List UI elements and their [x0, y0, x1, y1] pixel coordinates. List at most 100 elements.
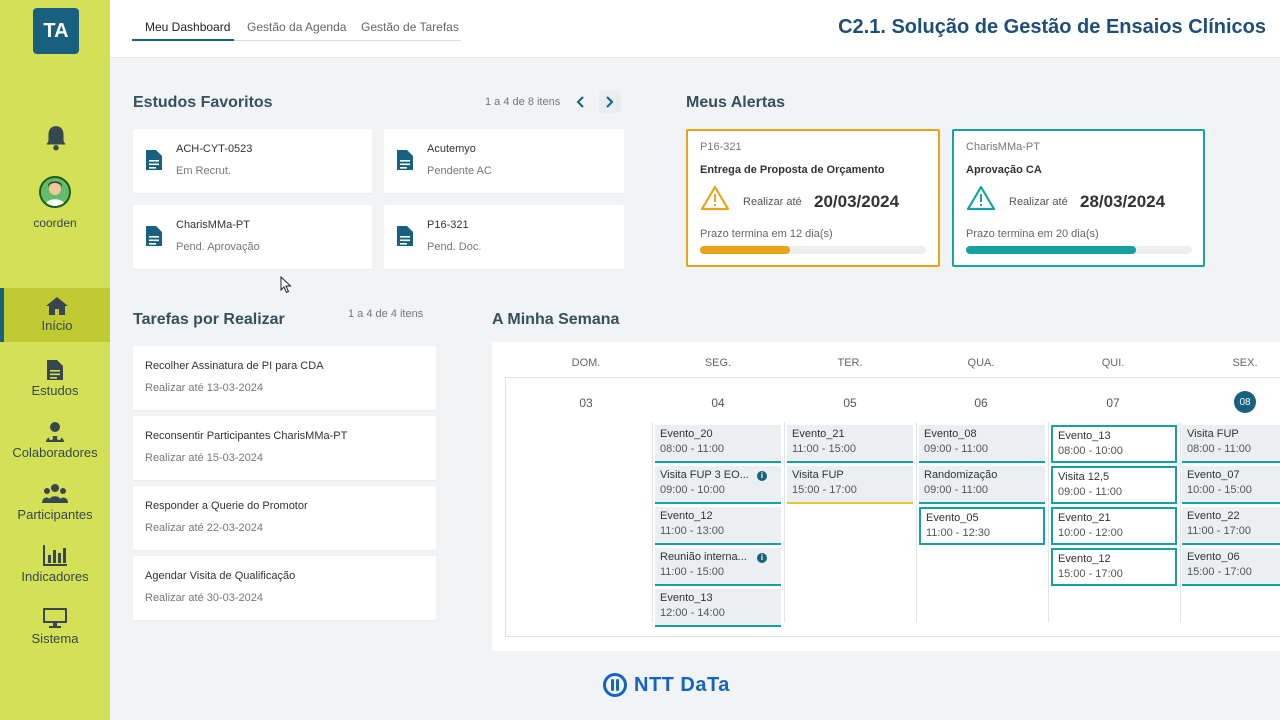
nav-colaboradores[interactable]: Colaboradores — [0, 421, 110, 460]
event-time: 09:00 - 11:00 — [924, 443, 989, 455]
calendar-event[interactable]: Evento_21 10:00 - 12:00 — [1051, 507, 1177, 545]
day-number[interactable]: 06 — [974, 396, 988, 410]
alert-progress-fill — [700, 246, 791, 254]
calendar-event[interactable]: Evento_20 08:00 - 11:00 — [655, 425, 781, 463]
calendar-event[interactable]: Evento_05 11:00 - 12:30 — [919, 507, 1045, 545]
alert-card[interactable]: CharisMMa-PT Aprovação CA Realizar até 2… — [952, 129, 1205, 267]
calendar-event[interactable]: Visita FUP 08:00 - 11:00 — [1182, 425, 1280, 463]
task-card[interactable]: Recolher Assinatura de PI para CDA Reali… — [133, 346, 436, 410]
event-name: Evento_06 — [1187, 551, 1240, 563]
alert-card[interactable]: P16-321 Entrega de Proposta de Orçamento… — [686, 129, 940, 267]
favorite-study-card[interactable]: CharisMMa-PT Pend. Aprovação — [133, 205, 372, 269]
event-name: Evento_22 — [1187, 510, 1240, 522]
alert-due-label: Realizar até — [1009, 196, 1068, 208]
calendar-event[interactable]: Evento_07 10:00 - 15:00 — [1182, 466, 1280, 504]
alert-due-date: 28/03/2024 — [1080, 192, 1166, 211]
week-grid — [505, 377, 1280, 637]
info-icon[interactable]: i — [757, 553, 767, 563]
favorites-title: Estudos Favoritos — [133, 94, 273, 111]
favorite-study-card[interactable]: ACH-CYT-0523 Em Recrut. — [133, 129, 372, 193]
favorite-study-card[interactable]: P16-321 Pend. Doc. — [384, 205, 624, 269]
day-number[interactable]: 03 — [579, 396, 593, 410]
nav-participantes[interactable]: Participantes — [0, 483, 110, 522]
page-title: C2.1. Solução de Gestão de Ensaios Clíni… — [838, 16, 1266, 38]
tasks-title: Tarefas por Realizar — [133, 311, 285, 328]
chevron-left-icon — [576, 96, 584, 108]
document-icon — [47, 360, 63, 380]
tab-gestao-agenda[interactable]: Gestão da Agenda — [247, 20, 347, 34]
day-header: TER. — [837, 357, 863, 369]
event-time: 08:00 - 11:00 — [1187, 443, 1252, 455]
task-card[interactable]: Agendar Visita de Qualificação Realizar … — [133, 556, 436, 620]
chevron-right-icon — [606, 96, 614, 108]
document-icon — [146, 226, 162, 246]
day-number-today[interactable]: 08 — [1234, 391, 1256, 413]
calendar-event[interactable]: Reunião interna... 11:00 - 15:00 i — [655, 548, 781, 586]
tab-gestao-tarefas[interactable]: Gestão de Tarefas — [361, 20, 459, 34]
event-time: 08:00 - 10:00 — [1058, 445, 1123, 457]
event-time: 09:00 - 11:00 — [924, 484, 989, 496]
tab-meu-dashboard[interactable]: Meu Dashboard — [145, 20, 231, 34]
avatar[interactable] — [39, 176, 71, 208]
day-number[interactable]: 05 — [843, 396, 857, 410]
alert-deadline-text: Prazo termina em 12 dia(s) — [700, 228, 833, 240]
bar-chart-icon — [43, 545, 67, 566]
week-title: A Minha Semana — [492, 311, 620, 328]
bell-icon[interactable] — [43, 124, 69, 152]
event-name: Evento_07 — [1187, 469, 1240, 481]
collaborators-icon — [46, 422, 64, 442]
calendar-event[interactable]: Evento_08 09:00 - 11:00 — [919, 425, 1045, 463]
study-status: Pend. Aprovação — [176, 241, 260, 253]
favorites-pager: 1 a 4 de 8 itens — [485, 96, 561, 108]
calendar-event[interactable]: Evento_12 11:00 - 13:00 — [655, 507, 781, 545]
task-due: Realizar até 15-03-2024 — [145, 452, 264, 464]
event-name: Evento_20 — [660, 428, 713, 440]
favorite-study-card[interactable]: Acutemyo Pendente AC — [384, 129, 624, 193]
day-number[interactable]: 04 — [711, 396, 725, 410]
event-name: Evento_05 — [926, 512, 979, 524]
task-card[interactable]: Responder a Querie do Promotor Realizar … — [133, 486, 436, 550]
study-code: CharisMMa-PT — [176, 219, 250, 231]
calendar-event[interactable]: Evento_06 15:00 - 17:00 — [1182, 548, 1280, 586]
event-time: 12:00 - 14:00 — [660, 607, 725, 619]
calendar-event[interactable]: Evento_21 11:00 - 15:00 — [787, 425, 913, 463]
event-time: 08:00 - 11:00 — [660, 443, 725, 455]
task-title: Reconsentir Participantes CharisMMa-PT — [145, 430, 348, 442]
app-logo[interactable]: TA — [33, 8, 79, 54]
calendar-event[interactable]: Visita FUP 15:00 - 17:00 — [787, 466, 913, 504]
task-due: Realizar até 13-03-2024 — [145, 382, 264, 394]
nav-estudos-label: Estudos — [31, 383, 79, 398]
event-name: Evento_13 — [1058, 430, 1111, 442]
calendar-event[interactable]: Evento_13 12:00 - 14:00 — [655, 589, 781, 627]
calendar-event[interactable]: Visita FUP 3 EO... 09:00 - 10:00 i — [655, 466, 781, 504]
event-time: 11:00 - 15:00 — [660, 566, 725, 578]
next-page-button[interactable] — [599, 91, 621, 113]
day-header: SEG. — [704, 357, 732, 369]
event-time: 11:00 - 17:00 — [1187, 525, 1252, 537]
calendar-event[interactable]: Evento_22 11:00 - 17:00 — [1182, 507, 1280, 545]
nav-estudos[interactable]: Estudos — [0, 359, 110, 398]
sidebar: TA coorden Início Estudos — [0, 0, 110, 720]
calendar-event[interactable]: Evento_12 15:00 - 17:00 — [1051, 548, 1177, 586]
column-divider — [1180, 422, 1181, 622]
calendar-event[interactable]: Evento_13 08:00 - 10:00 — [1051, 425, 1177, 463]
nav-sistema[interactable]: Sistema — [0, 607, 110, 646]
day-header: QUA. — [967, 357, 995, 369]
task-due: Realizar até 22-03-2024 — [145, 522, 264, 534]
calendar-event[interactable]: Visita 12,5 09:00 - 11:00 — [1051, 466, 1177, 504]
nav-indicadores[interactable]: Indicadores — [0, 545, 110, 584]
event-name: Evento_12 — [660, 510, 713, 522]
user-name: coorden — [33, 216, 77, 230]
event-name: Reunião interna... — [660, 551, 747, 563]
info-icon[interactable]: i — [757, 471, 767, 481]
mouse-cursor-icon — [280, 276, 292, 294]
nav-inicio[interactable]: Início — [0, 288, 110, 342]
prev-page-button[interactable] — [569, 91, 591, 113]
calendar-event[interactable]: Randomização 09:00 - 11:00 — [919, 466, 1045, 504]
day-number[interactable]: 07 — [1106, 396, 1120, 410]
study-status: Em Recrut. — [176, 165, 232, 177]
day-header: QUI. — [1101, 357, 1125, 369]
task-card[interactable]: Reconsentir Participantes CharisMMa-PT R… — [133, 416, 436, 480]
day-header: DOM. — [571, 357, 601, 369]
event-time: 15:00 - 17:00 — [792, 484, 857, 496]
